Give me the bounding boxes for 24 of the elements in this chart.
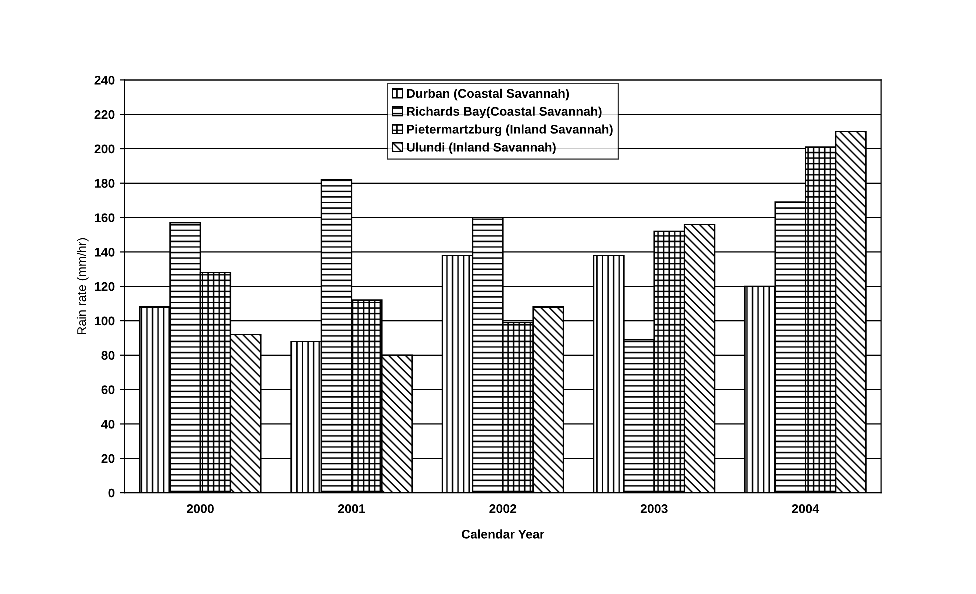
y-tick-label: 180	[95, 179, 115, 188]
y-axis-title: Rain rate (mm/hr)	[77, 238, 89, 335]
y-tick-label: 160	[95, 214, 115, 222]
x-tick-label: 2001	[338, 504, 366, 514]
legend-label: Richards Bay(Coastal Savannah)	[407, 106, 602, 118]
y-tick-label: 220	[94, 110, 115, 120]
legend-label: Durban (Coastal Savannah)	[407, 88, 570, 101]
x-tick-label: 2002	[490, 504, 517, 514]
x-tick-label: 2003	[640, 504, 668, 514]
y-tick-label: 120	[95, 282, 115, 292]
x-tick-label: 2004	[792, 504, 820, 514]
y-tick-label: 140	[95, 248, 115, 257]
x-tick-label: 2000	[187, 504, 214, 514]
y-tick-label: 80	[102, 351, 115, 360]
y-tick-label: 20	[102, 454, 115, 464]
y-tick-label: 200	[94, 144, 115, 154]
y-tick-label: 240	[94, 76, 115, 85]
legend-label: Ulundi (Inland Savannah)	[407, 142, 556, 154]
y-tick-label: 60	[102, 386, 115, 394]
y-tick-label: 0	[108, 488, 115, 498]
y-tick-label: 100	[95, 316, 115, 326]
y-tick-label: 40	[101, 420, 115, 429]
legend-label: Pietermartzburg (Inland Savannah)	[407, 124, 613, 136]
x-axis-title: Calendar Year	[462, 530, 545, 539]
